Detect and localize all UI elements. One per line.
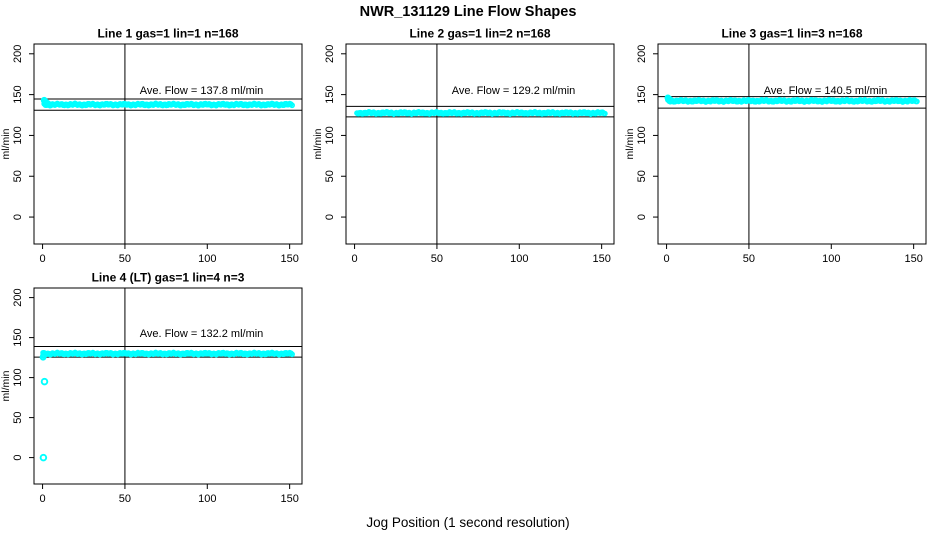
x-tick-label: 50 [119,253,131,265]
x-tick-label: 150 [280,493,298,505]
y-tick-label: 50 [324,170,336,182]
y-axis-label: ml/min [312,128,324,159]
x-tick-label: 50 [431,253,443,265]
y-tick-label: 200 [12,288,24,306]
y-tick-label: 50 [636,170,648,182]
x-tick-label: 100 [510,253,528,265]
plot-box [657,43,927,245]
y-tick-label: 0 [12,455,24,461]
y-tick-label: 100 [636,126,648,144]
panel-title: Line 1 gas=1 lin=1 n=168 [97,27,238,41]
x-axis-label: Jog Position (1 second resolution) [366,515,569,530]
data-point [289,102,295,109]
panel-line-4: 0 50 100 150 0 50 100 150 200 ml/min Line 4 (LT) g… [0,271,303,505]
start-data-point [44,100,52,108]
panels-group: 0 50 100 150 0 50 100 150 200 ml/min Line 1 gas=1 … [0,27,927,505]
data-point-band [665,96,920,105]
plot-box [33,43,303,245]
x-tick-label: 0 [664,253,670,265]
data-point-band [41,100,295,109]
x-tick-label: 0 [40,253,46,265]
x-tick-label: 0 [352,253,358,265]
panel-line-1: 0 50 100 150 0 50 100 150 200 ml/min Line 1 gas=1 … [0,27,303,265]
panel-line-2: 0 50 100 150 0 50 100 150 200 ml/min Line 2 gas=1 … [312,27,615,265]
y-tick-label: 150 [12,85,24,103]
x-tick-label: 100 [198,253,216,265]
data-point-band [354,109,608,117]
plot-box [345,43,615,245]
y-tick-label: 200 [12,45,24,63]
y-tick-label: 150 [636,85,648,103]
data-point [289,351,295,358]
outlier-data-point [39,453,48,462]
y-tick-label: 0 [636,214,648,220]
ave-flow-annotation: Ave. Flow = 129.2 ml/min [452,85,576,97]
x-tick-label: 50 [119,493,131,505]
panel-title: Line 2 gas=1 lin=2 n=168 [409,27,550,41]
y-tick-label: 0 [12,214,24,220]
y-tick-label: 0 [324,214,336,220]
x-tick-label: 0 [40,493,46,505]
panel-title: Line 4 (LT) gas=1 lin=4 n=3 [92,271,245,285]
y-tick-label: 150 [12,328,24,346]
y-axis-label: ml/min [0,128,12,159]
ave-flow-annotation: Ave. Flow = 137.8 ml/min [140,85,264,97]
x-tick-label: 100 [198,493,216,505]
plot-box [33,287,303,485]
y-tick-label: 50 [12,411,24,423]
x-tick-label: 50 [743,253,755,265]
start-data-point [40,351,48,359]
start-data-point [667,96,674,104]
y-tick-label: 100 [12,368,24,386]
y-tick-label: 150 [324,85,336,103]
outlier-data-point [40,377,49,386]
data-point [602,110,608,117]
panel-title: Line 3 gas=1 lin=3 n=168 [721,27,862,41]
figure-title: NWR_131129 Line Flow Shapes [360,4,577,20]
x-tick-label: 150 [280,253,298,265]
y-axis-label: ml/min [0,370,12,401]
ave-flow-annotation: Ave. Flow = 132.2 ml/min [140,328,264,340]
x-tick-label: 100 [822,253,840,265]
data-point [914,98,920,105]
panel-line-3: 0 50 100 150 0 50 100 150 200 ml/min Line 3 gas=1 … [624,27,927,265]
y-axis-label: ml/min [624,128,636,159]
x-tick-label: 150 [904,253,922,265]
y-tick-label: 50 [12,170,24,182]
x-tick-label: 150 [592,253,610,265]
y-tick-label: 100 [12,126,24,144]
data-point-band [40,349,295,358]
y-tick-label: 200 [324,45,336,63]
y-tick-label: 100 [324,126,336,144]
y-tick-label: 200 [636,45,648,63]
ave-flow-annotation: Ave. Flow = 140.5 ml/min [764,85,888,97]
